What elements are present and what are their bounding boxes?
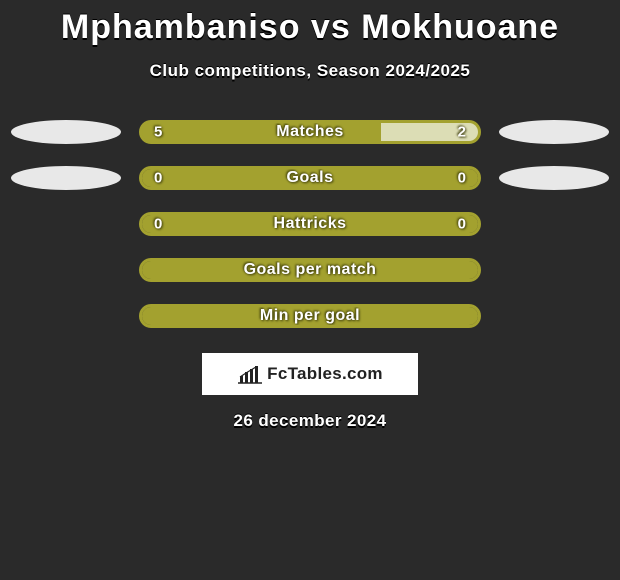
stat-bar: 5 2 Matches — [139, 120, 481, 144]
ellipse-spacer — [499, 258, 609, 282]
stat-row: 5 2 Matches — [0, 109, 620, 155]
barchart-icon — [237, 364, 263, 384]
player-left-ellipse — [11, 120, 121, 144]
bar-seg-left — [142, 169, 478, 187]
bar-seg-left — [142, 307, 478, 325]
stat-value-left: 5 — [154, 124, 162, 141]
brand-text: FcTables.com — [267, 364, 383, 384]
stat-value-right: 0 — [458, 216, 466, 233]
stat-value-left: 0 — [154, 170, 162, 187]
date-label: 26 december 2024 — [0, 411, 620, 431]
bar-seg-left — [142, 215, 478, 233]
player-right-ellipse — [499, 166, 609, 190]
stat-value-left: 0 — [154, 216, 162, 233]
ellipse-spacer — [11, 258, 121, 282]
ellipse-spacer — [11, 304, 121, 328]
page-subtitle: Club competitions, Season 2024/2025 — [0, 61, 620, 81]
stat-bar: Min per goal — [139, 304, 481, 328]
player-left-ellipse — [11, 166, 121, 190]
page-title: Mphambaniso vs Mokhuoane — [0, 8, 620, 47]
brand-badge[interactable]: FcTables.com — [202, 353, 418, 395]
ellipse-spacer — [499, 304, 609, 328]
stat-row: Min per goal — [0, 293, 620, 339]
stat-value-right: 2 — [458, 124, 466, 141]
stat-row: 0 0 Hattricks — [0, 201, 620, 247]
stat-row: Goals per match — [0, 247, 620, 293]
stat-rows: 5 2 Matches 0 0 Goals — [0, 109, 620, 339]
player-right-ellipse — [499, 120, 609, 144]
comparison-widget: Mphambaniso vs Mokhuoane Club competitio… — [0, 0, 620, 431]
bar-seg-left — [142, 123, 381, 141]
ellipse-spacer — [11, 212, 121, 236]
ellipse-spacer — [499, 212, 609, 236]
stat-bar: Goals per match — [139, 258, 481, 282]
stat-bar: 0 0 Hattricks — [139, 212, 481, 236]
stat-bar: 0 0 Goals — [139, 166, 481, 190]
stat-value-right: 0 — [458, 170, 466, 187]
bar-seg-left — [142, 261, 478, 279]
stat-row: 0 0 Goals — [0, 155, 620, 201]
